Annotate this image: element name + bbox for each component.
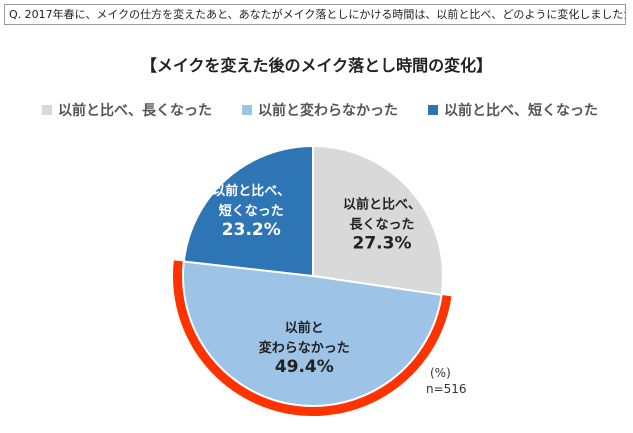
slice-value-label-longer: 27.3% <box>353 233 412 253</box>
legend-label-same: 以前と変わらなかった <box>258 103 398 119</box>
chart-title: 【メイクを変えた後のメイク落とし時間の変化】 <box>140 56 493 75</box>
slice-category-label-shorter: 以前と比べ、 <box>212 183 290 199</box>
slice-category-label-same: 以前と <box>285 320 324 336</box>
slice-longer <box>312 144 444 297</box>
legend-item-same: 以前と変わらなかった <box>242 100 398 120</box>
slice-value-label-same: 49.4% <box>275 357 334 377</box>
legend-item-longer: 以前と比べ、長くなった <box>42 100 212 120</box>
slice-category-label-longer: 長くなった <box>349 217 414 232</box>
legend-item-shorter: 以前と比べ、短くなった <box>428 100 598 120</box>
unit-note: (%) <box>430 366 451 380</box>
slice-shorter <box>182 144 314 278</box>
slice-category-label-longer: 以前と比べ、 <box>343 196 421 212</box>
legend-label-shorter: 以前と比べ、短くなった <box>444 103 598 119</box>
slice-value-label-shorter: 23.2% <box>222 220 281 240</box>
question-text: Q. 2017年春に、メイクの仕方を変えたあと、あなたがメイク落としにかける時間… <box>4 4 626 25</box>
legend-swatch-shorter <box>428 105 438 115</box>
sample-size-note: n=516 <box>426 382 467 396</box>
slice-same <box>182 260 443 407</box>
legend-label-longer: 以前と比べ、長くなった <box>58 103 212 119</box>
legend-swatch-longer <box>42 105 52 115</box>
slice-category-label-same: 変わらなかった <box>259 340 350 356</box>
slice-category-label-shorter: 短くなった <box>219 203 284 219</box>
legend-swatch-same <box>242 105 252 115</box>
legend: 以前と比べ、長くなった 以前と変わらなかった 以前と比べ、短くなった <box>0 100 633 120</box>
